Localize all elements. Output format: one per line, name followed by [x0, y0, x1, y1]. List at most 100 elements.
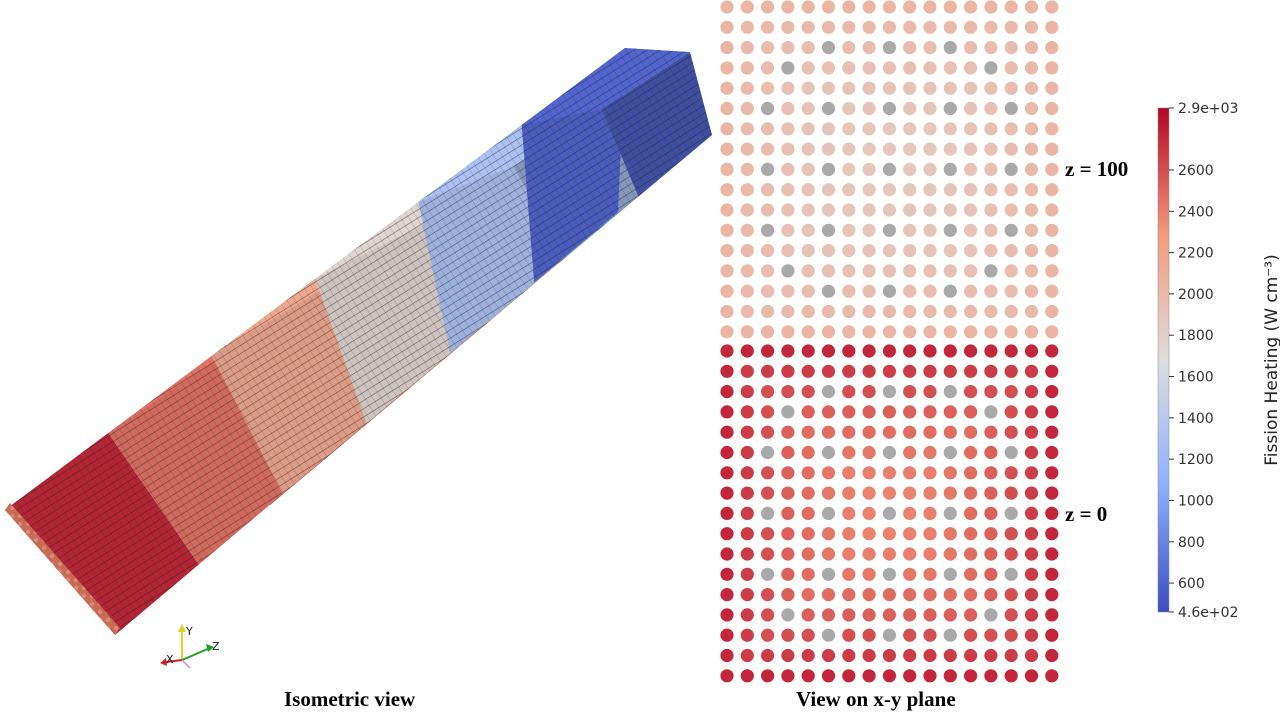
- upper-fuel-pin: [964, 61, 978, 75]
- lower-fuel-pin: [903, 588, 917, 602]
- lower-fuel-pin: [720, 527, 734, 541]
- upper-fuel-pin: [720, 0, 734, 14]
- upper-fuel-pin: [923, 101, 937, 116]
- upper-fuel-pin: [964, 264, 978, 278]
- lower-fuel-pin: [801, 344, 815, 358]
- lower-fuel-pin: [984, 567, 998, 581]
- lower-fuel-pin: [903, 506, 917, 520]
- upper-fuel-pin: [720, 162, 734, 176]
- upper-fuel-pin: [801, 284, 815, 298]
- upper-fuel-pin: [862, 41, 876, 55]
- upper-fuel-pin: [882, 264, 896, 278]
- lower-fuel-pin: [1004, 466, 1018, 480]
- lower-fuel-pin: [984, 527, 998, 541]
- lower-fuel-pin: [740, 506, 754, 520]
- upper-fuel-pin: [761, 81, 775, 95]
- lower-fuel-pin: [984, 385, 998, 399]
- upper-fuel-pin: [781, 0, 795, 14]
- upper-fuel-pin: [720, 304, 734, 319]
- xy-plane-pin-map: [720, 0, 1059, 683]
- upper-fuel-pin: [761, 183, 775, 197]
- upper-fuel-pin: [761, 203, 775, 217]
- upper-fuel-pin: [862, 20, 876, 34]
- lower-fuel-pin: [984, 344, 998, 358]
- lower-guide-tube: [943, 628, 957, 642]
- upper-fuel-pin: [1045, 223, 1059, 237]
- upper-fuel-pin: [761, 325, 775, 339]
- lower-fuel-pin: [801, 669, 815, 683]
- lower-fuel-pin: [943, 547, 957, 561]
- upper-fuel-pin: [923, 183, 937, 197]
- lower-guide-tube: [1004, 506, 1018, 520]
- upper-fuel-pin: [964, 162, 978, 176]
- lower-fuel-pin: [923, 628, 937, 642]
- lower-fuel-pin: [1024, 385, 1039, 399]
- upper-guide-tube: [943, 101, 957, 116]
- lower-fuel-pin: [984, 445, 998, 460]
- lower-fuel-pin: [882, 344, 896, 358]
- upper-fuel-pin: [1024, 183, 1039, 197]
- upper-fuel-pin: [923, 0, 937, 14]
- lower-guide-tube: [761, 567, 775, 581]
- upper-fuel-pin: [761, 61, 775, 75]
- lower-guide-tube: [943, 506, 957, 520]
- isometric-view: Y Z X: [5, 48, 712, 669]
- upper-fuel-pin: [882, 122, 896, 136]
- upper-fuel-pin: [1045, 183, 1059, 197]
- upper-fuel-pin: [984, 41, 998, 55]
- lower-fuel-pin: [720, 567, 734, 581]
- upper-fuel-pin: [1024, 264, 1039, 278]
- lower-fuel-pin: [801, 628, 815, 642]
- upper-fuel-pin: [801, 244, 815, 258]
- upper-fuel-pin: [720, 41, 734, 55]
- lower-fuel-pin: [1045, 567, 1059, 581]
- lower-fuel-pin: [1024, 364, 1039, 378]
- upper-guide-tube: [943, 223, 957, 237]
- upper-fuel-pin: [984, 244, 998, 258]
- upper-fuel-pin: [781, 81, 795, 95]
- lower-fuel-pin: [761, 344, 775, 358]
- lower-fuel-pin: [964, 445, 978, 460]
- upper-fuel-pin: [842, 223, 856, 237]
- upper-fuel-pin: [923, 142, 937, 156]
- upper-fuel-pin: [984, 142, 998, 156]
- upper-fuel-pin: [903, 183, 917, 197]
- lower-fuel-pin: [882, 364, 896, 378]
- upper-fuel-pin: [1024, 325, 1039, 339]
- upper-fuel-pin: [943, 183, 957, 197]
- upper-fuel-pin: [862, 244, 876, 258]
- lower-fuel-pin: [923, 567, 937, 581]
- lower-fuel-pin: [882, 486, 896, 500]
- upper-fuel-pin: [923, 203, 937, 217]
- upper-fuel-pin: [1045, 61, 1059, 75]
- upper-fuel-pin: [842, 61, 856, 75]
- lower-fuel-pin: [781, 648, 795, 663]
- upper-fuel-pin: [1024, 61, 1039, 75]
- upper-fuel-pin: [1004, 183, 1018, 197]
- upper-fuel-pin: [761, 20, 775, 34]
- upper-fuel-pin: [964, 284, 978, 298]
- lower-fuel-pin: [1024, 588, 1039, 602]
- assembly-end-face: [5, 503, 120, 635]
- lower-fuel-pin: [781, 466, 795, 480]
- upper-fuel-pin: [964, 81, 978, 95]
- lower-fuel-pin: [761, 466, 775, 480]
- lower-fuel-pin: [923, 648, 937, 663]
- lower-fuel-pin: [923, 405, 937, 419]
- upper-fuel-pin: [1045, 0, 1059, 14]
- upper-fuel-pin: [740, 304, 754, 319]
- colorbar-tick-label: 2400: [1178, 204, 1214, 220]
- upper-fuel-pin: [720, 325, 734, 339]
- upper-fuel-pin: [842, 325, 856, 339]
- upper-fuel-pin: [781, 223, 795, 237]
- lower-fuel-pin: [862, 547, 876, 561]
- lower-fuel-pin: [1045, 628, 1059, 642]
- lower-fuel-pin: [903, 628, 917, 642]
- lower-fuel-pin: [943, 527, 957, 541]
- z-label-bottom: z = 0: [1065, 502, 1108, 526]
- lower-fuel-pin: [842, 588, 856, 602]
- lower-fuel-pin: [984, 648, 998, 663]
- upper-guide-tube: [1004, 101, 1018, 116]
- upper-fuel-pin: [761, 142, 775, 156]
- lower-fuel-pin: [1004, 385, 1018, 399]
